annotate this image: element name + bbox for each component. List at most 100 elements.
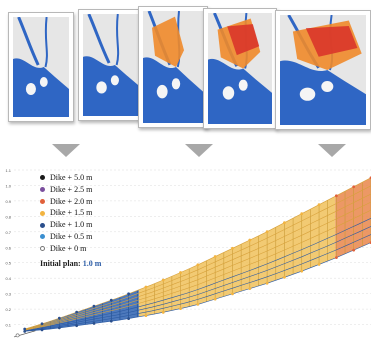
map-island [321, 81, 334, 92]
data-point [179, 307, 182, 310]
data-point [283, 275, 286, 279]
legend-item: Dike + 0.5 m [40, 231, 140, 243]
map-river [87, 14, 111, 64]
map-island [96, 81, 107, 94]
map-flood-zone-severe [305, 26, 358, 57]
y-tick-label: 0.5 [5, 261, 11, 266]
y-tick-label: 0.3 [5, 292, 11, 297]
data-point [109, 298, 113, 302]
map-island [238, 79, 248, 91]
y-tick-label: 0.1 [5, 323, 11, 328]
data-point [92, 304, 96, 308]
legend-item: Dike + 2.5 m [40, 184, 140, 196]
legend-label: Dike + 0.5 m [50, 231, 93, 241]
map-island [299, 87, 316, 101]
map-sea [83, 56, 141, 116]
dike-height-chart: 0.1 0.2 0.3 0.4 0.5 0.6 0.7 0.8 0.9 1.0 1.1 [5, 168, 371, 338]
data-point [161, 278, 165, 282]
flood-map-image [208, 13, 272, 124]
map-river [115, 14, 120, 66]
legend-label: Dike + 5.0 m [50, 173, 93, 182]
flood-map-image [143, 11, 203, 123]
data-point [248, 238, 252, 242]
data-point [213, 297, 217, 301]
y-tick-label: 0.2 [5, 307, 11, 312]
y-tick-label: 0.9 [5, 199, 11, 204]
data-point [57, 326, 61, 330]
scenario-curve [24, 234, 371, 332]
down-arrow-icon [318, 144, 346, 157]
map-island [222, 86, 235, 100]
flood-map-panel-4 [203, 8, 277, 129]
band-region-high [335, 177, 371, 259]
data-point [15, 333, 20, 338]
down-arrow-icon [185, 144, 213, 157]
legend-swatch [40, 187, 45, 193]
legend-item: Dike + 5.0 m [40, 172, 140, 184]
data-point [127, 317, 130, 321]
scenario-curve [24, 193, 371, 330]
legend-label: Dike + 2.0 m [50, 196, 93, 206]
initial-plan-value: 1.0 m [82, 258, 102, 268]
flood-map-panel-5 [275, 10, 371, 130]
legend-label: Dike + 2.5 m [50, 184, 93, 194]
scenario-curve [24, 218, 371, 331]
legend-swatch [40, 210, 45, 216]
y-tick-label: 0.7 [5, 230, 11, 235]
legend-swatch [40, 234, 45, 240]
legend-swatch [40, 198, 45, 204]
data-point [196, 263, 200, 267]
initial-plan-label: Initial plan: [40, 258, 81, 268]
flood-map-panel-2 [78, 9, 146, 121]
map-river [17, 17, 40, 66]
legend-item: Dike + 1.5 m [40, 207, 140, 219]
map-flood-zone-severe [227, 24, 260, 56]
down-arrows [52, 144, 346, 157]
down-arrow-icon [52, 144, 80, 157]
map-island [156, 84, 168, 99]
initial-plan-note: Initial plan: 1.0 m [40, 258, 140, 270]
flood-map-image [13, 17, 69, 117]
data-point [248, 287, 252, 291]
data-point [352, 248, 356, 252]
map-sea [280, 60, 366, 125]
band-region-raised [138, 196, 336, 317]
flood-map-panels [0, 0, 371, 140]
data-point [144, 285, 148, 289]
flood-map-image [83, 14, 141, 116]
data-point [196, 302, 200, 306]
data-point [283, 221, 286, 225]
legend-label: Dike + 1.5 m [50, 208, 93, 218]
chart-legend: Dike + 5.0 m Dike + 2.5 m Dike + 2.0 m D… [40, 172, 140, 269]
legend-swatch [40, 175, 45, 181]
data-point [317, 203, 321, 207]
map-island [25, 83, 36, 95]
legend-label: Dike + 1.0 m [50, 220, 93, 230]
legend-label: Dike + 0 m [50, 243, 87, 253]
y-tick-label: 1.1 [5, 168, 11, 173]
data-point [127, 292, 130, 296]
y-tick-label: 1.0 [5, 183, 11, 188]
legend-swatch [40, 222, 45, 228]
data-point [75, 310, 79, 314]
y-tick-label: 0.4 [5, 276, 11, 281]
data-point [231, 246, 234, 250]
y-tick-label: 0.6 [5, 245, 11, 250]
data-point [57, 316, 61, 320]
map-sea [13, 58, 69, 117]
map-island [110, 75, 119, 86]
data-point [40, 322, 44, 326]
scenario-curve [24, 201, 371, 331]
y-tick-label: 0.8 [5, 214, 11, 219]
data-point [334, 194, 338, 198]
flood-map-panel-3 [138, 6, 208, 128]
data-point [179, 271, 182, 274]
data-point [300, 269, 304, 273]
data-point [317, 263, 321, 266]
legend-item: Dike + 0 m [40, 243, 140, 255]
data-point [231, 292, 234, 296]
data-point [213, 255, 217, 258]
flood-map-panel-1 [8, 12, 74, 122]
data-point [75, 324, 79, 328]
legend-item: Dike + 1.0 m [40, 219, 140, 231]
